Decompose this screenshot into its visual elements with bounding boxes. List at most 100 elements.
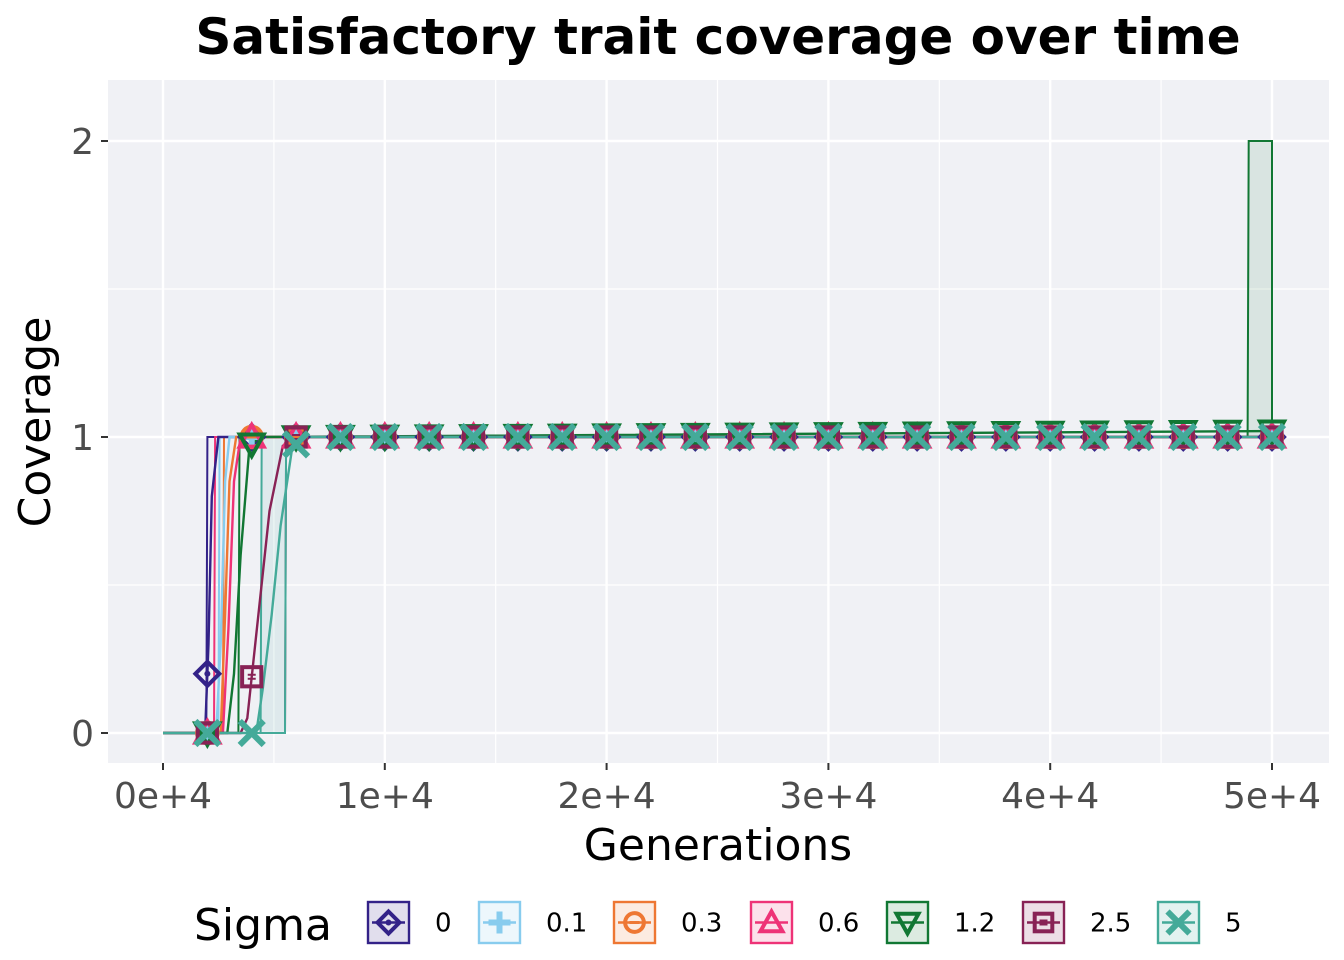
marker-shape [902, 422, 932, 452]
series-marker [240, 665, 264, 689]
marker-shape [1165, 909, 1192, 936]
marker-shape [1171, 425, 1195, 449]
marker-shape [1127, 425, 1151, 449]
series-marker [769, 422, 799, 452]
marker-dot [385, 919, 392, 926]
marker-shape [991, 422, 1020, 452]
y-tick-label: 2 [71, 122, 94, 163]
y-tick-label: 1 [71, 418, 94, 459]
marker-shape [1082, 425, 1107, 449]
marker-shape [1257, 422, 1287, 452]
series-marker [1032, 911, 1055, 934]
marker-shape [591, 423, 622, 452]
marker-shape [1038, 425, 1062, 449]
legend-label: 5 [1225, 909, 1242, 939]
marker-shape [858, 422, 887, 452]
series-marker [635, 423, 667, 451]
marker-shape [1260, 425, 1284, 449]
marker-shape [757, 907, 786, 934]
series-marker [1169, 422, 1198, 452]
marker-shape [374, 908, 403, 937]
marker-shape [623, 911, 646, 934]
series-marker [592, 422, 621, 452]
series-marker [681, 422, 710, 452]
legend-label: 0.3 [681, 909, 722, 939]
series-marker [1036, 422, 1065, 452]
series-marker [1257, 422, 1287, 452]
legend-item-0.6: 0.6 [749, 900, 859, 945]
marker-shape [237, 718, 266, 748]
marker-shape [417, 425, 441, 449]
series-marker [236, 432, 268, 461]
series-marker [814, 422, 843, 452]
marker-shape [1169, 422, 1198, 452]
series-marker [548, 422, 577, 452]
legend-label: 0.6 [818, 909, 859, 939]
marker-shape [728, 425, 752, 449]
legend-title: Sigma [194, 900, 332, 951]
series-marker [1124, 422, 1154, 452]
legend-label: 2.5 [1090, 909, 1131, 939]
marker-shape [192, 658, 223, 689]
x-tick-label: 0e+4 [114, 776, 212, 817]
marker-shape [461, 425, 486, 449]
marker-shape [769, 422, 799, 452]
legend: Sigma 0 0.1 0.3 0.6 1.2 2.5 5 [194, 900, 1242, 951]
marker-shape [816, 425, 840, 449]
marker-shape [370, 422, 399, 452]
series-marker [757, 907, 786, 934]
marker-shape [592, 422, 621, 452]
marker-shape [488, 911, 511, 934]
series-marker [1080, 422, 1109, 452]
marker-shape [1080, 422, 1109, 452]
marker-shape [1032, 911, 1055, 934]
series-marker [192, 658, 223, 689]
marker-shape [195, 721, 219, 745]
series-band-5 [163, 436, 1272, 734]
marker-shape [281, 430, 311, 459]
marker-shape [635, 423, 667, 451]
series-marker [893, 911, 922, 938]
marker-shape [550, 425, 574, 449]
series-marker [858, 422, 887, 452]
marker-shape [814, 422, 843, 452]
x-tick-label: 1e+4 [336, 776, 434, 817]
series-band-1.2 [163, 140, 1273, 734]
legend-label: 0 [435, 909, 452, 939]
legend-label: 0.1 [546, 909, 587, 939]
marker-shape [193, 718, 222, 748]
marker-shape [1213, 422, 1242, 452]
series-marker [374, 908, 403, 937]
x-tick-label: 5e+4 [1223, 776, 1321, 817]
y-axis-title: Coverage [10, 317, 61, 528]
series-marker [947, 422, 976, 452]
legend-label: 1.2 [954, 909, 995, 939]
marker-shape [548, 422, 577, 452]
x-axis-title: Generations [584, 820, 852, 871]
x-axis: 0e+4 1e+4 2e+4 3e+4 4e+4 5e+4 [114, 763, 1321, 817]
marker-shape [861, 425, 885, 449]
series-marker [415, 422, 444, 452]
legend-item-0.3: 0.3 [612, 900, 722, 945]
series-marker [281, 430, 311, 459]
series-marker [237, 718, 266, 748]
series-marker [679, 422, 711, 451]
marker-shape [639, 425, 663, 449]
marker-shape [725, 422, 754, 452]
marker-shape [326, 422, 355, 452]
marker-shape [947, 422, 976, 452]
marker-dot [204, 670, 211, 677]
marker-shape [240, 665, 264, 689]
marker-shape [905, 425, 929, 449]
series-marker [725, 422, 754, 452]
marker-shape [681, 422, 710, 452]
marker-shape [503, 422, 533, 452]
series-marker [503, 422, 533, 452]
marker-shape [949, 425, 974, 449]
series-marker [1165, 909, 1192, 936]
series-marker [724, 422, 756, 451]
marker-shape [415, 422, 444, 452]
series-marker [193, 718, 222, 748]
marker-shape [595, 425, 619, 449]
